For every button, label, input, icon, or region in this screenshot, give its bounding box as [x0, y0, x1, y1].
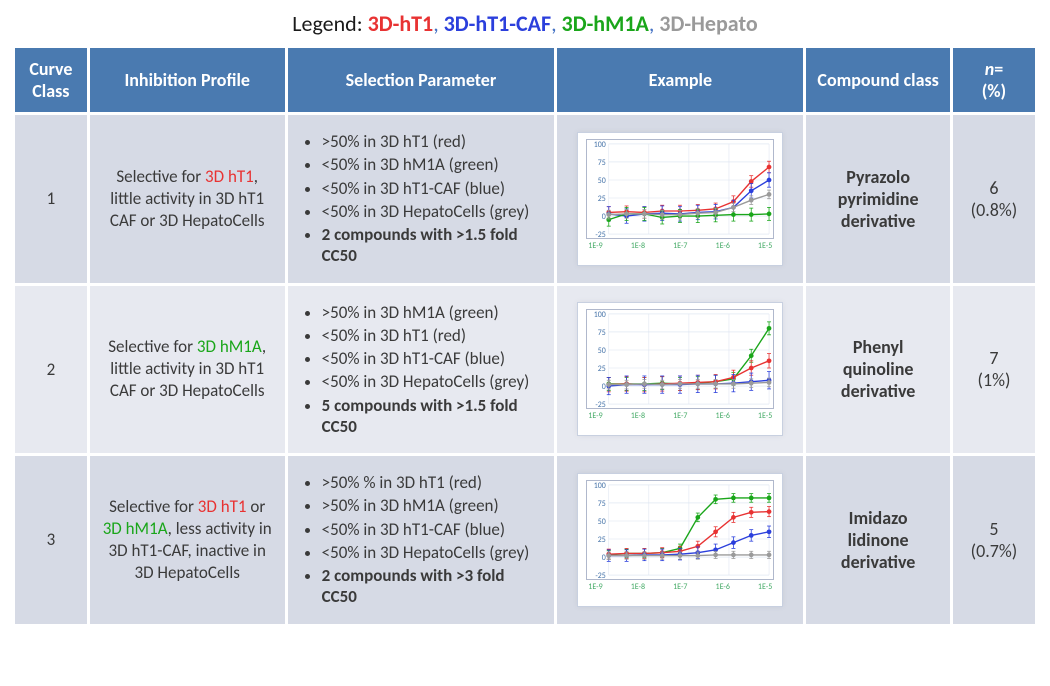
- chart-frame: -25 0 25 50 75 100 1E-91E-81E-71E-61E-5: [577, 132, 783, 266]
- list-item: >50% in 3D hT1 (red): [322, 131, 543, 152]
- list-item: <50% in 3D HepatoCells (grey): [322, 201, 543, 222]
- n-count: 5: [965, 518, 1023, 540]
- dose-response-chart: -25 0 25 50 75 100: [586, 139, 774, 239]
- svg-text:0: 0: [602, 213, 606, 222]
- list-item: <50% in 3D hM1A (green): [322, 154, 543, 175]
- th-profile: Inhibition Profile: [90, 48, 285, 112]
- svg-text:50: 50: [598, 177, 606, 186]
- list-item: <50% in 3D HepatoCells (grey): [322, 542, 543, 563]
- svg-text:50: 50: [598, 347, 606, 356]
- list-item: >50% in 3D hM1A (green): [322, 495, 543, 516]
- cell-profile: Selective for 3D hT1, little activity in…: [90, 115, 285, 283]
- svg-text:100: 100: [594, 141, 606, 150]
- svg-text:25: 25: [598, 536, 606, 545]
- svg-text:25: 25: [598, 195, 606, 204]
- cell-n: 7(1%): [953, 286, 1035, 454]
- chart-frame: -25 0 25 50 75 100 1E-91E-81E-71E-61E-5: [577, 473, 783, 607]
- cell-curve: 3: [15, 456, 87, 624]
- th-n: n=(%): [953, 48, 1035, 112]
- list-item: <50% in 3D hT1-CAF (blue): [322, 178, 543, 199]
- legend-comma: ,: [649, 10, 659, 37]
- cell-compound: Imidazo lidinone derivative: [806, 456, 950, 624]
- curve-class-table: Curve Class Inhibition Profile Selection…: [12, 45, 1038, 627]
- dose-response-chart: -25 0 25 50 75 100: [586, 309, 774, 409]
- legend-comma: ,: [433, 10, 443, 37]
- list-item: 2 compounds with >3 fold CC50: [322, 565, 543, 608]
- list-item: 2 compounds with >1.5 fold CC50: [322, 224, 543, 267]
- chart-frame: -25 0 25 50 75 100 1E-91E-81E-71E-61E-5: [577, 302, 783, 436]
- svg-text:0: 0: [602, 554, 606, 563]
- table-row: 2Selective for 3D hM1A, little activity …: [15, 286, 1035, 454]
- n-pct: (0.8%): [965, 199, 1023, 221]
- legend-item: 3D-hM1A: [562, 10, 649, 37]
- table-body: 1Selective for 3D hT1, little activity i…: [15, 115, 1035, 624]
- cell-profile: Selective for 3D hT1 or 3D hM1A, less ac…: [90, 456, 285, 624]
- list-item: <50% in 3D hT1-CAF (blue): [322, 519, 543, 540]
- cell-curve: 1: [15, 115, 87, 283]
- list-item: >50% in 3D hM1A (green): [322, 302, 543, 323]
- cell-selection: >50% % in 3D hT1 (red)>50% in 3D hM1A (g…: [288, 456, 555, 624]
- th-selection: Selection Parameter: [288, 48, 555, 112]
- svg-text:0: 0: [602, 383, 606, 392]
- selection-list: >50% in 3D hM1A (green)<50% in 3D hT1 (r…: [300, 302, 543, 438]
- svg-text:75: 75: [598, 500, 606, 509]
- svg-text:75: 75: [598, 159, 606, 168]
- svg-text:-25: -25: [596, 572, 606, 579]
- list-item: <50% in 3D hT1 (red): [322, 325, 543, 346]
- cell-selection: >50% in 3D hM1A (green)<50% in 3D hT1 (r…: [288, 286, 555, 454]
- cell-curve: 2: [15, 286, 87, 454]
- list-item: <50% in 3D hT1-CAF (blue): [322, 348, 543, 369]
- list-item: 5 compounds with >1.5 fold CC50: [322, 395, 543, 438]
- cell-profile: Selective for 3D hM1A, little activity i…: [90, 286, 285, 454]
- svg-text:-25: -25: [596, 231, 606, 238]
- th-compound: Compound class: [806, 48, 950, 112]
- svg-text:50: 50: [598, 518, 606, 527]
- svg-text:100: 100: [594, 311, 606, 320]
- cell-n: 5(0.7%): [953, 456, 1035, 624]
- cell-example: -25 0 25 50 75 100 1E-91E-81E-71E-61E-5: [557, 456, 803, 624]
- svg-text:75: 75: [598, 329, 606, 338]
- th-curve: Curve Class: [15, 48, 87, 112]
- cell-example: -25 0 25 50 75 100 1E-91E-81E-71E-61E-5: [557, 286, 803, 454]
- list-item: <50% in 3D HepatoCells (grey): [322, 371, 543, 392]
- svg-text:25: 25: [598, 365, 606, 374]
- table-row: 1Selective for 3D hT1, little activity i…: [15, 115, 1035, 283]
- legend-prefix: Legend:: [292, 10, 367, 37]
- chart-xaxis: 1E-91E-81E-71E-61E-5: [586, 580, 774, 592]
- n-count: 7: [965, 347, 1023, 369]
- svg-text:-25: -25: [596, 401, 606, 408]
- legend-items: 3D-hT1, 3D-hT1-CAF, 3D-hM1A, 3D-Hepato: [368, 10, 758, 37]
- selection-list: >50% % in 3D hT1 (red)>50% in 3D hM1A (g…: [300, 472, 543, 608]
- table-head: Curve Class Inhibition Profile Selection…: [15, 48, 1035, 112]
- legend-item: 3D-hT1: [368, 10, 434, 37]
- cell-n: 6(0.8%): [953, 115, 1035, 283]
- cell-compound: Phenyl quinoline derivative: [806, 286, 950, 454]
- dose-response-chart: -25 0 25 50 75 100: [586, 480, 774, 580]
- table-row: 3Selective for 3D hT1 or 3D hM1A, less a…: [15, 456, 1035, 624]
- cell-compound: Pyrazolo pyrimidine derivative: [806, 115, 950, 283]
- cell-selection: >50% in 3D hT1 (red)<50% in 3D hM1A (gre…: [288, 115, 555, 283]
- legend-item: 3D-hT1-CAF: [444, 10, 551, 37]
- legend-item: 3D-Hepato: [659, 10, 757, 37]
- legend-row: Legend: 3D-hT1, 3D-hT1-CAF, 3D-hM1A, 3D-…: [12, 10, 1038, 37]
- n-count: 6: [965, 177, 1023, 199]
- n-pct: (1%): [965, 369, 1023, 391]
- list-item: >50% % in 3D hT1 (red): [322, 472, 543, 493]
- legend-comma: ,: [551, 10, 561, 37]
- svg-text:100: 100: [594, 482, 606, 491]
- chart-xaxis: 1E-91E-81E-71E-61E-5: [586, 409, 774, 421]
- selection-list: >50% in 3D hT1 (red)<50% in 3D hM1A (gre…: [300, 131, 543, 267]
- th-example: Example: [557, 48, 803, 112]
- n-pct: (0.7%): [965, 540, 1023, 562]
- cell-example: -25 0 25 50 75 100 1E-91E-81E-71E-61E-5: [557, 115, 803, 283]
- chart-xaxis: 1E-91E-81E-71E-61E-5: [586, 239, 774, 251]
